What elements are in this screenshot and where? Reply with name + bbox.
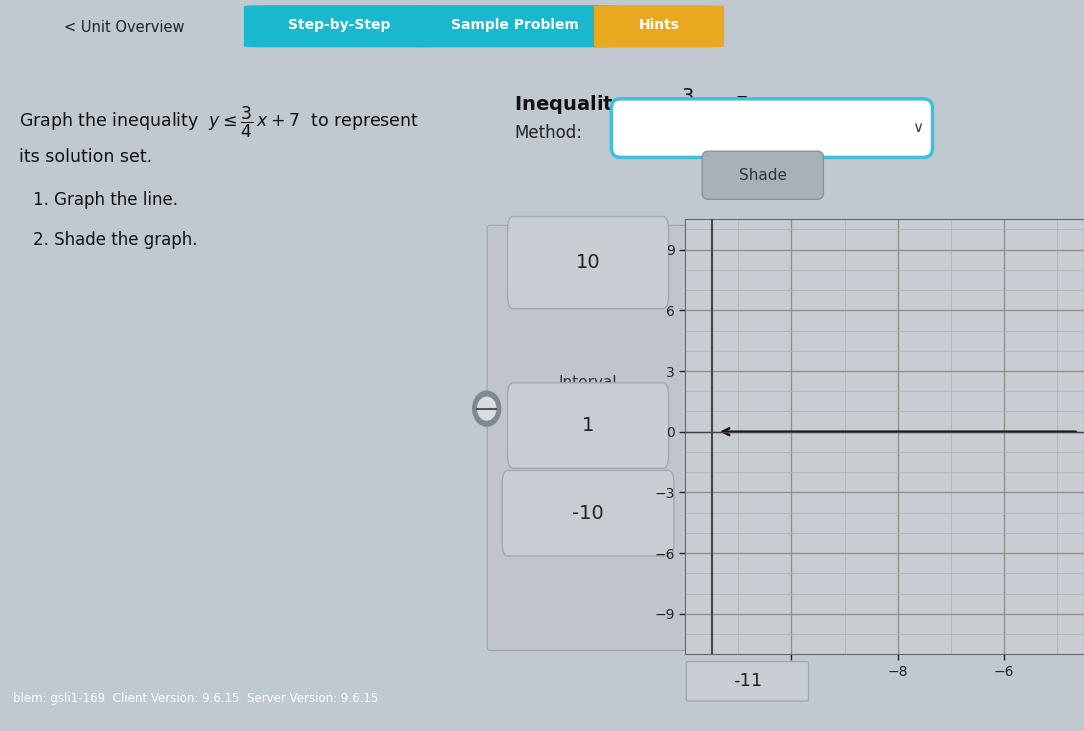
Text: 1. Graph the line.: 1. Graph the line. xyxy=(34,192,179,209)
FancyBboxPatch shape xyxy=(502,471,674,556)
Text: Step-by-Step: Step-by-Step xyxy=(287,18,390,32)
Text: Method:: Method: xyxy=(515,124,582,142)
FancyBboxPatch shape xyxy=(611,99,932,157)
Text: Sample Problem: Sample Problem xyxy=(451,18,579,32)
Text: 1: 1 xyxy=(582,416,594,435)
Circle shape xyxy=(473,391,501,426)
Text: -11: -11 xyxy=(733,673,762,690)
Text: ∨: ∨ xyxy=(912,121,922,135)
Text: < Unit Overview: < Unit Overview xyxy=(64,20,185,35)
FancyBboxPatch shape xyxy=(507,216,669,308)
FancyBboxPatch shape xyxy=(244,5,434,48)
Text: Graph the inequality  $y \leq \dfrac{3}{4}\,x + 7$  to represent: Graph the inequality $y \leq \dfrac{3}{4… xyxy=(20,105,420,140)
FancyBboxPatch shape xyxy=(702,151,824,200)
Text: 10: 10 xyxy=(576,253,601,272)
Text: Interval: Interval xyxy=(558,375,618,390)
Text: 2. Shade the graph.: 2. Shade the graph. xyxy=(34,231,198,249)
Text: its solution set.: its solution set. xyxy=(20,148,152,166)
FancyBboxPatch shape xyxy=(487,225,1081,651)
Text: -10: -10 xyxy=(572,504,604,523)
FancyBboxPatch shape xyxy=(686,662,809,701)
Text: Shade: Shade xyxy=(739,167,787,183)
Text: Hints: Hints xyxy=(638,18,680,32)
FancyBboxPatch shape xyxy=(507,383,669,469)
FancyBboxPatch shape xyxy=(412,5,618,48)
Text: Inequality:  $y \leq \dfrac{3}{4}\,x + 7$: Inequality: $y \leq \dfrac{3}{4}\,x + 7$ xyxy=(515,86,748,124)
Circle shape xyxy=(478,397,495,420)
Text: blem: gsli1-169  Client Version: 9.6.15  Server Version: 9.6.15: blem: gsli1-169 Client Version: 9.6.15 S… xyxy=(13,692,378,705)
FancyBboxPatch shape xyxy=(594,5,724,48)
